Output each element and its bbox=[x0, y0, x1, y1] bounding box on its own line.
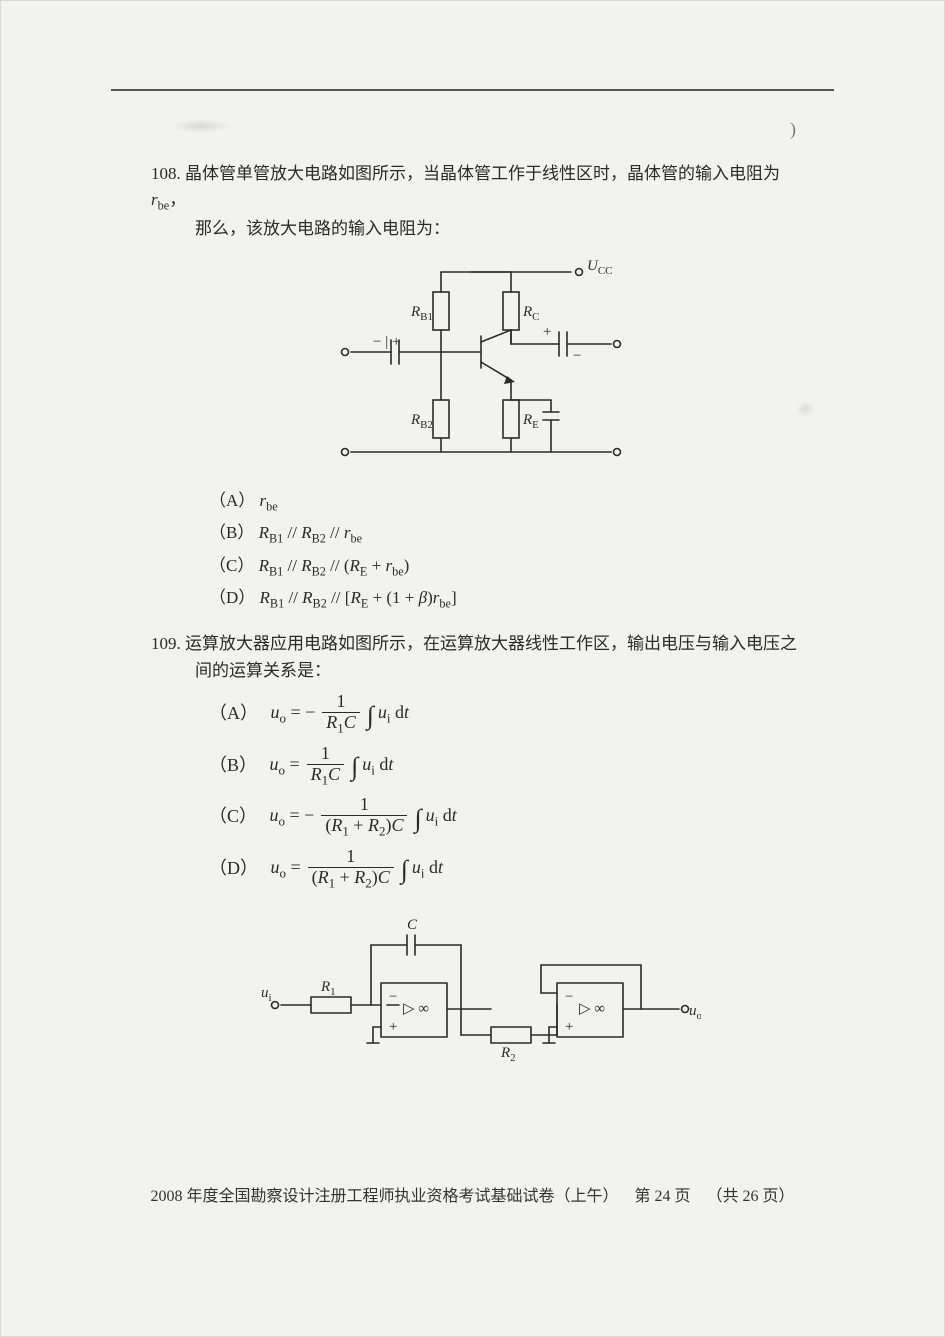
fC-num: 1 bbox=[356, 795, 373, 815]
svg-text:+: + bbox=[389, 1019, 397, 1035]
svg-text:RB1: RB1 bbox=[410, 304, 433, 323]
scan-smudge bbox=[171, 119, 231, 133]
svg-text:−: − bbox=[573, 348, 581, 364]
svg-text:RE: RE bbox=[522, 412, 539, 431]
footer-total: （共 26 页） bbox=[707, 1188, 795, 1205]
q109-schematic-svg: ui R1 C R2 uo − + ▷ ∞ − + ▷ ∞ bbox=[261, 905, 701, 1075]
q108-opt-c: （C） RB1 // RB2 // (RE + rbe) bbox=[209, 553, 811, 581]
footer-prefix: 2008 年度全国勘察设计注册工程师执业资格考试基础试卷（上午） bbox=[150, 1188, 618, 1205]
q109-opt-c: （C） uo = − 1 (R1 + R2)C ∫ ui dt bbox=[209, 795, 811, 839]
page-footer: 2008 年度全国勘察设计注册工程师执业资格考试基础试卷（上午） 第 24 页 … bbox=[1, 1182, 944, 1206]
q108-opt-a: （A） rbe bbox=[209, 488, 811, 516]
fA-num: 1 bbox=[333, 692, 350, 712]
q109-options: （A） uo = − 1 R1C ∫ ui dt （B） bbox=[209, 692, 811, 891]
fD-num: 1 bbox=[342, 847, 359, 867]
svg-text:uo: uo bbox=[689, 1003, 701, 1022]
question-109: 109. 运算放大器应用电路如图所示，在运算放大器线性工作区，输出电压与输入电压… bbox=[151, 631, 811, 1074]
q108-line1: 晶体管单管放大电路如图所示，当晶体管工作于线性区时，晶体管的输入电阻为 rbe， bbox=[151, 164, 780, 209]
content-area: 108. 晶体管单管放大电路如图所示，当晶体管工作于线性区时，晶体管的输入电阻为… bbox=[151, 161, 811, 1081]
svg-text:RC: RC bbox=[522, 304, 540, 323]
svg-text:+: + bbox=[565, 1019, 573, 1035]
svg-text:▷ ∞: ▷ ∞ bbox=[579, 1001, 605, 1017]
q108-opt-d: （D） RB1 // RB2 // [RE + (1 + β)rbe] bbox=[209, 585, 811, 613]
q108-line2: 那么，该放大电路的输入电阻为： bbox=[195, 216, 811, 242]
q108-number: 108. bbox=[151, 164, 185, 183]
top-rule bbox=[111, 89, 834, 91]
corner-mark: ) bbox=[790, 119, 796, 140]
q109-line2: 间的运算关系是： bbox=[195, 658, 811, 684]
svg-text:▷ ∞: ▷ ∞ bbox=[403, 1001, 429, 1017]
q109-opt-d: （D） uo = 1 (R1 + R2)C ∫ ui dt bbox=[209, 847, 811, 891]
svg-text:−: − bbox=[565, 989, 573, 1005]
q108-circuit: UCC RB1 RC RB2 RE − | + + − bbox=[151, 252, 811, 482]
svg-text:R1: R1 bbox=[320, 979, 336, 998]
svg-text:C: C bbox=[407, 917, 418, 933]
question-108: 108. 晶体管单管放大电路如图所示，当晶体管工作于线性区时，晶体管的输入电阻为… bbox=[151, 161, 811, 613]
svg-text:+: + bbox=[543, 324, 551, 340]
svg-text:UCC: UCC bbox=[587, 258, 613, 277]
q109-number: 109. bbox=[151, 634, 185, 653]
q108-opt-b: （B） RB1 // RB2 // rbe bbox=[209, 520, 811, 548]
q109-opt-a: （A） uo = − 1 R1C ∫ ui dt bbox=[209, 692, 811, 736]
q108-number-text: 108. bbox=[151, 164, 181, 183]
q108-options: （A） rbe （B） RB1 // RB2 // rbe （C） RB1 //… bbox=[209, 488, 811, 613]
q109-line1: 运算放大器应用电路如图所示，在运算放大器线性工作区，输出电压与输入电压之 bbox=[185, 634, 797, 653]
svg-text:− | +: − | + bbox=[373, 334, 400, 350]
fB-num: 1 bbox=[317, 744, 334, 764]
q109-opt-b: （B） uo = 1 R1C ∫ ui dt bbox=[209, 744, 811, 788]
q109-circuit: ui R1 C R2 uo − + ▷ ∞ − + ▷ ∞ bbox=[151, 905, 811, 1075]
svg-text:ui: ui bbox=[261, 985, 272, 1004]
svg-text:−: − bbox=[389, 989, 397, 1005]
svg-text:RB2: RB2 bbox=[410, 412, 433, 431]
page-root: ) 108. 晶体管单管放大电路如图所示，当晶体管工作于线性区时，晶体管的输入电… bbox=[0, 0, 945, 1337]
footer-page: 第 24 页 bbox=[634, 1188, 690, 1205]
q109-number-text: 109. bbox=[151, 634, 181, 653]
q108-schematic-svg: UCC RB1 RC RB2 RE − | + + − bbox=[311, 252, 651, 482]
svg-text:R2: R2 bbox=[500, 1045, 516, 1064]
